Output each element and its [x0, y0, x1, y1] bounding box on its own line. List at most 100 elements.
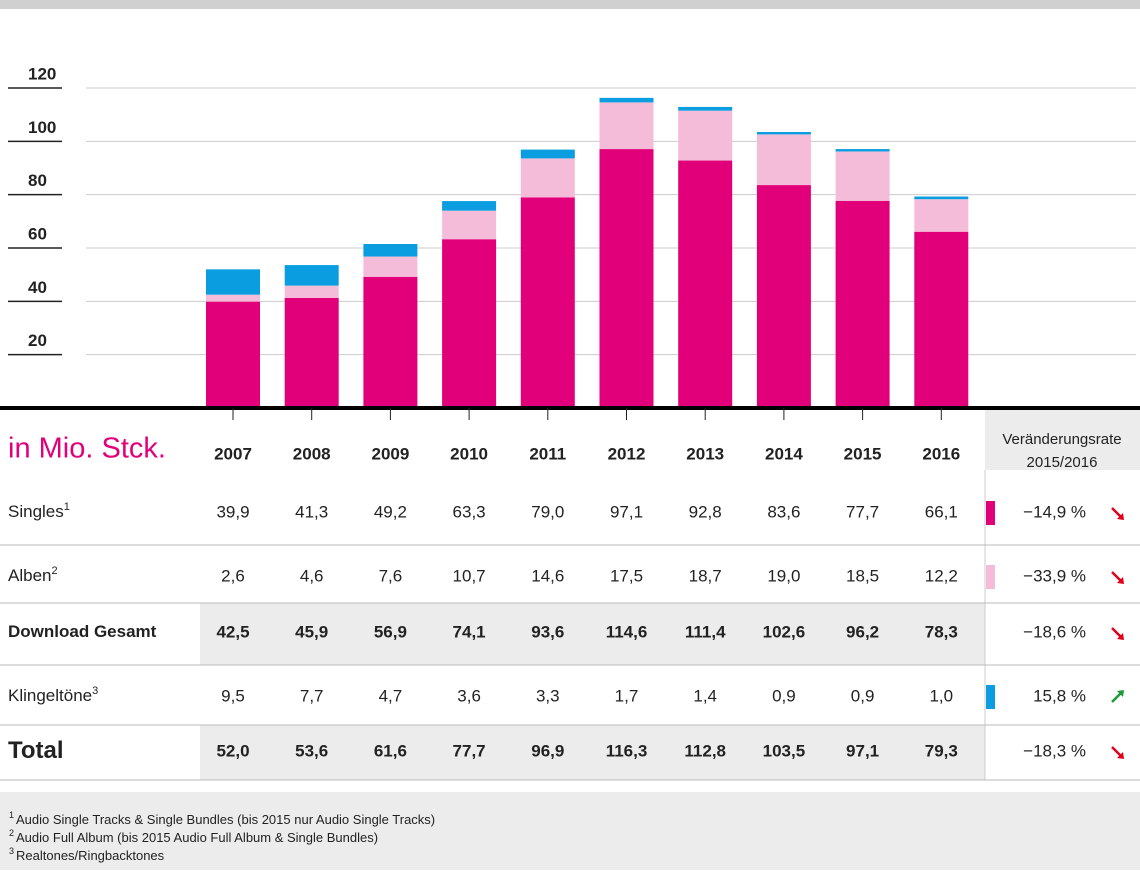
cell-value: 111,4 — [685, 622, 726, 641]
footnote-text: Realtones/Ringbacktones — [16, 848, 165, 863]
bar — [835, 200, 890, 408]
bar — [442, 201, 497, 211]
cell-value: 56,9 — [374, 622, 407, 641]
cell-value: 18,5 — [846, 566, 879, 585]
bar — [678, 110, 733, 161]
cell-value: 4,7 — [379, 686, 403, 705]
bar — [284, 265, 339, 286]
y-tick-label: 20 — [28, 331, 47, 350]
cell-value: 114,6 — [606, 622, 648, 641]
footnote-box — [0, 792, 1140, 870]
bar — [442, 239, 497, 408]
bar — [284, 285, 339, 298]
cell-value: 17,5 — [610, 566, 643, 585]
x-tick-label: 2015 — [844, 444, 882, 463]
cell-value: 103,5 — [763, 741, 806, 760]
cell-value: 18,7 — [689, 566, 722, 585]
row-label-name: Klingeltöne — [8, 686, 92, 705]
cell-value: 1,7 — [615, 686, 639, 705]
bar — [520, 149, 575, 159]
footnote: 1 Audio Single Tracks & Single Bundles (b… — [9, 810, 435, 827]
cell-value: 93,6 — [531, 622, 564, 641]
cell-value: 12,2 — [925, 566, 958, 585]
change-header: 2015/2016 — [1027, 454, 1098, 471]
trend-arrowhead — [1117, 577, 1124, 584]
cell-value: 45,9 — [295, 622, 328, 641]
change-value: −18,3 % — [1023, 741, 1086, 760]
row-bg — [200, 603, 985, 665]
cell-value: 0,9 — [772, 686, 796, 705]
row-label-name: Download Gesamt — [8, 622, 157, 641]
bar — [599, 97, 654, 103]
change-value: −18,6 % — [1023, 622, 1086, 641]
cell-value: 96,9 — [531, 741, 564, 760]
footnote-text: Audio Full Album (bis 2015 Audio Full Al… — [16, 830, 378, 845]
cell-value: 116,3 — [606, 741, 648, 760]
cell-value: 96,2 — [846, 622, 879, 641]
y-tick-label: 120 — [28, 64, 56, 83]
bar — [599, 149, 654, 409]
cell-value: 97,1 — [846, 741, 879, 760]
x-tick-label: 2011 — [529, 444, 566, 463]
bar — [284, 297, 339, 408]
cell-value: 79,0 — [531, 502, 564, 521]
cell-value: 53,6 — [295, 741, 328, 760]
row-label: Total — [8, 737, 64, 764]
trend-arrowhead — [1117, 752, 1124, 759]
cell-value: 1,4 — [693, 686, 717, 705]
row-label: Klingeltöne3 — [8, 685, 98, 706]
cell-value: 4,6 — [300, 566, 324, 585]
color-swatch — [986, 501, 995, 525]
change-value: 15,8 % — [1033, 686, 1086, 705]
cell-value: 19,0 — [767, 566, 800, 585]
x-tick-label: 2009 — [371, 444, 409, 463]
footnote-mark: 3 — [9, 846, 14, 856]
row-label-note: 3 — [92, 685, 98, 697]
y-tick-label: 100 — [28, 118, 56, 137]
cell-value: 63,3 — [453, 502, 486, 521]
bar — [520, 197, 575, 408]
cell-value: 7,6 — [379, 566, 403, 585]
cell-value: 79,3 — [925, 741, 958, 760]
trend-arrowhead — [1117, 690, 1124, 697]
cell-value: 77,7 — [453, 741, 486, 760]
footnote: 2 Audio Full Album (bis 2015 Audio Full A… — [9, 828, 378, 845]
cell-value: 10,7 — [453, 566, 486, 585]
x-tick-label: 2007 — [214, 444, 252, 463]
change-value: −33,9 % — [1023, 566, 1086, 585]
row-bg — [200, 725, 985, 780]
bar — [520, 158, 575, 198]
row-label-name: Total — [8, 737, 64, 764]
bar — [835, 149, 890, 152]
x-tick-label: 2012 — [608, 444, 646, 463]
bar — [678, 106, 733, 111]
cell-value: 92,8 — [689, 502, 722, 521]
bar — [678, 160, 733, 408]
cell-value: 3,3 — [536, 686, 560, 705]
x-tick-label: 2016 — [922, 444, 960, 463]
footnote-mark: 1 — [9, 810, 14, 820]
cell-value: 112,8 — [684, 741, 726, 760]
bar — [756, 132, 811, 135]
y-tick-label: 80 — [28, 171, 47, 190]
cell-value: 41,3 — [295, 502, 328, 521]
bar — [363, 256, 418, 277]
cell-value: 0,9 — [851, 686, 875, 705]
y-tick-label: 40 — [28, 278, 47, 297]
trend-arrowhead — [1117, 513, 1124, 520]
cell-value: 7,7 — [300, 686, 324, 705]
bar — [914, 199, 969, 232]
x-tick-label: 2010 — [450, 444, 488, 463]
bar — [206, 294, 260, 302]
bar — [756, 134, 811, 186]
change-header: Veränderungsrate — [1002, 431, 1121, 448]
bar — [206, 301, 260, 408]
color-swatch — [986, 685, 995, 709]
x-tick-label: 2013 — [686, 444, 724, 463]
bar — [914, 231, 969, 408]
cell-value: 102,6 — [763, 622, 806, 641]
cell-value: 14,6 — [531, 566, 564, 585]
x-tick-label: 2014 — [765, 444, 803, 463]
footnote-mark: 2 — [9, 828, 14, 838]
